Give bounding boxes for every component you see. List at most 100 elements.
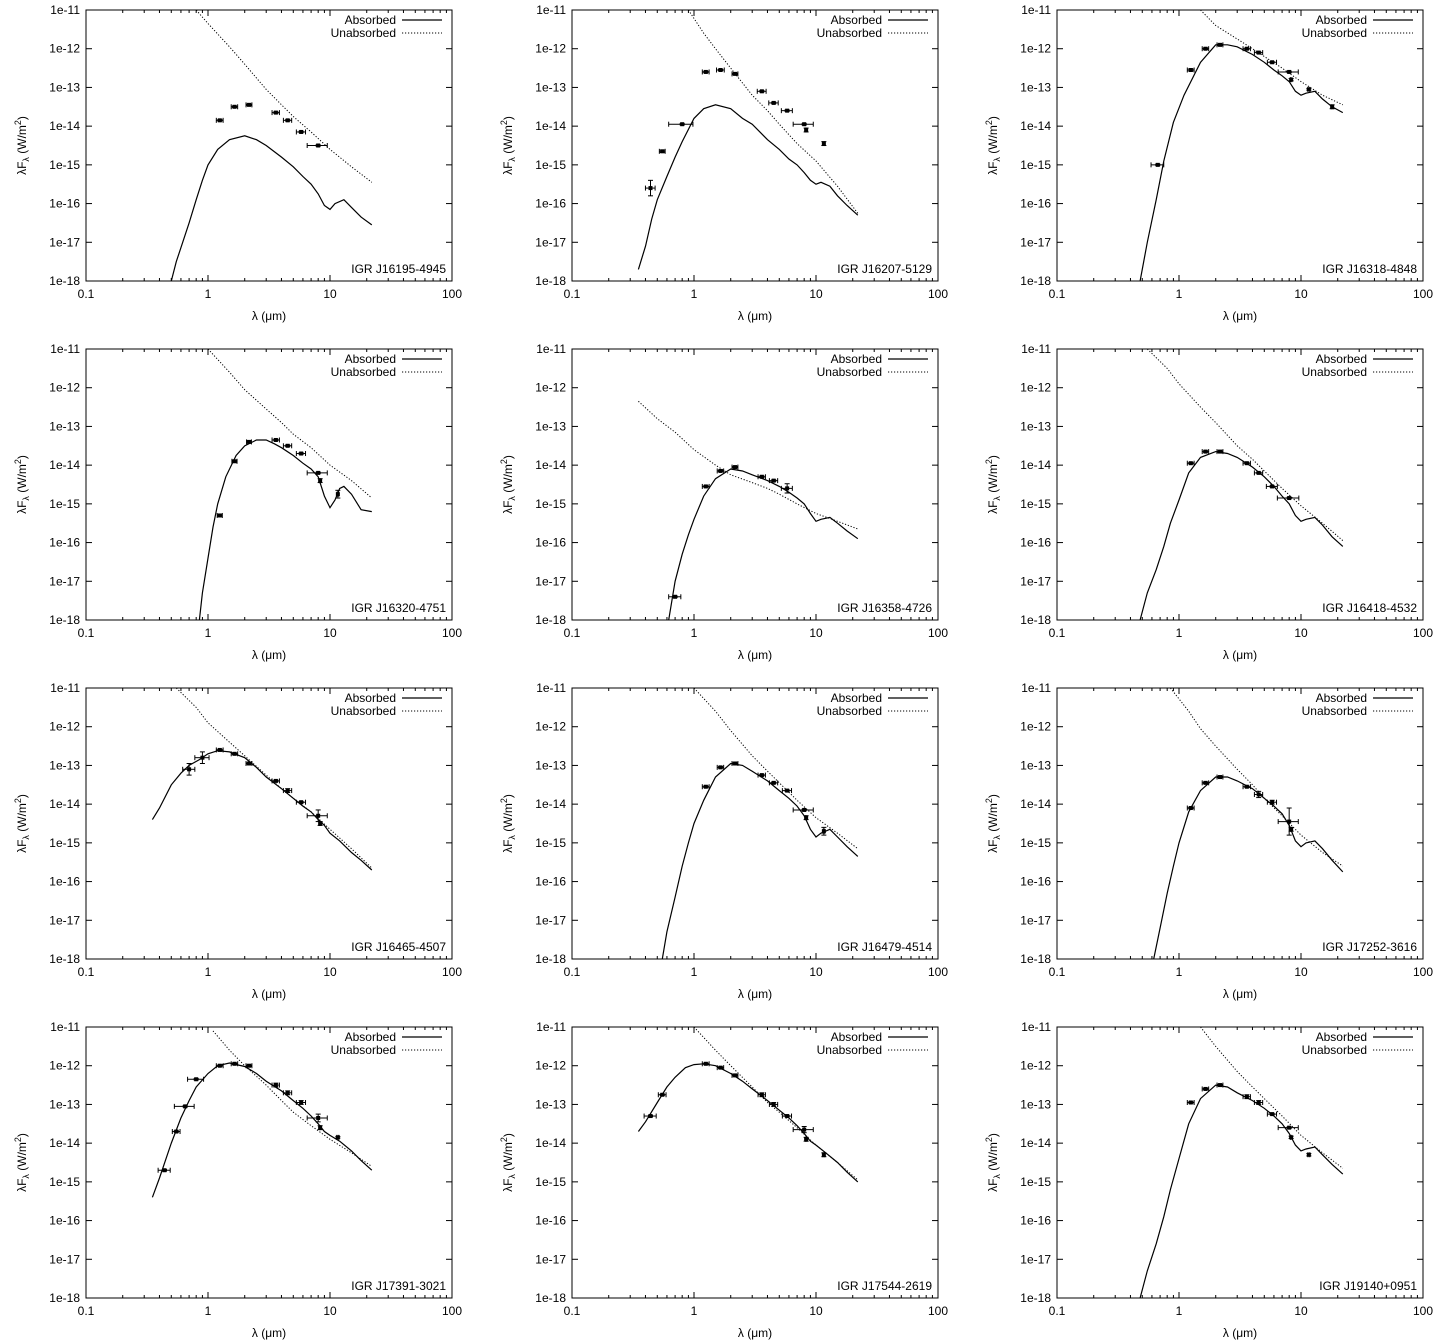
data-marker [785, 108, 790, 113]
x-tick-label: 10 [323, 626, 337, 640]
data-point [1265, 483, 1278, 489]
plot-frame [571, 1026, 939, 1299]
y-tick-label: 1e-16 [535, 197, 566, 211]
sed-panel: 0.1 1 10 100 1e-18 1e-17 1e-16 1e-15 1e-14 1e-13 1… [984, 3, 1433, 323]
x-tick-label: 100 [928, 1304, 948, 1318]
y-tick-label: 1e-14 [535, 1136, 566, 1150]
y-tick-label: 1e-14 [49, 458, 80, 472]
y-tick-label: 1e-14 [1020, 458, 1051, 472]
x-tick-label: 10 [323, 1304, 337, 1318]
data-marker [718, 468, 723, 473]
y-tick-label: 1e-12 [1020, 42, 1051, 56]
plot-frame [571, 9, 939, 282]
x-tick-label: 1 [691, 287, 698, 301]
data-point [731, 464, 739, 470]
plot-frame [1056, 1026, 1424, 1299]
data-point [194, 751, 210, 764]
data-marker [733, 465, 738, 470]
data-point [781, 1113, 793, 1119]
data-point [1253, 790, 1264, 799]
data-marker [1287, 1125, 1292, 1130]
plot-frame [571, 348, 939, 621]
data-point [731, 1072, 739, 1078]
data-point [803, 1136, 809, 1142]
data-marker [733, 1073, 738, 1078]
x-tick-label: 1 [1176, 1304, 1183, 1318]
data-marker [273, 778, 278, 783]
data-marker [1256, 1100, 1261, 1105]
legend-label: Unabsorbed [331, 26, 396, 40]
y-tick-label: 1e-15 [1020, 158, 1051, 172]
source-label: IGR J17252-3616 [1322, 940, 1417, 954]
legend-label: Absorbed [345, 1030, 396, 1044]
y-tick-label: 1e-14 [49, 1136, 80, 1150]
y-tick-label: 1e-18 [1020, 952, 1051, 966]
data-marker [1203, 780, 1208, 785]
y-tick-label: 1e-15 [49, 158, 80, 172]
x-tick-label: 1 [691, 1304, 698, 1318]
data-marker [1287, 819, 1292, 824]
data-marker [318, 821, 323, 826]
source-label: IGR J19140+0951 [1319, 1279, 1417, 1293]
data-point [231, 458, 238, 464]
data-point [1306, 1152, 1312, 1158]
x-tick-label: 100 [442, 626, 462, 640]
data-marker [703, 1061, 708, 1066]
y-tick-label: 1e-16 [1020, 1214, 1051, 1228]
x-axis-label: λ (μm) [1223, 987, 1257, 1001]
data-point [230, 104, 239, 110]
y-tick-label: 1e-12 [1020, 720, 1051, 734]
data-point [1277, 807, 1299, 836]
data-point [780, 483, 793, 494]
source-label: IGR J17391-3021 [351, 1279, 446, 1293]
y-tick-label: 1e-13 [1020, 1097, 1051, 1111]
x-tick-label: 10 [1294, 287, 1308, 301]
x-axis-label: λ (μm) [252, 1326, 286, 1340]
x-tick-label: 1 [205, 287, 212, 301]
y-tick-label: 1e-15 [1020, 1175, 1051, 1189]
x-tick-label: 1 [691, 965, 698, 979]
data-marker [821, 1152, 826, 1157]
y-tick-label: 1e-11 [536, 681, 566, 695]
y-tick-label: 1e-13 [535, 80, 566, 94]
sed-panel: 0.1 1 10 100 1e-18 1e-17 1e-16 1e-15 1e-14 1e-13 1… [13, 1020, 462, 1340]
y-tick-label: 1e-14 [1020, 119, 1051, 133]
y-tick-label: 1e-15 [535, 497, 566, 511]
legend-label: Absorbed [1316, 1030, 1367, 1044]
absorbed-curve [668, 468, 859, 620]
y-tick-label: 1e-13 [49, 419, 80, 433]
data-point [1201, 449, 1210, 455]
x-tick-label: 10 [1294, 965, 1308, 979]
y-axis-label: λFλ (W/m2) [13, 116, 31, 175]
x-tick-label: 0.1 [1049, 287, 1066, 301]
data-point [1266, 799, 1278, 805]
sed-panel: 0.1 1 10 100 1e-18 1e-17 1e-16 1e-15 1e-14 1e-13 1… [13, 342, 462, 662]
data-marker [785, 486, 790, 491]
data-marker [733, 71, 738, 76]
y-tick-label: 1e-15 [49, 836, 80, 850]
y-tick-label: 1e-14 [1020, 1136, 1051, 1150]
y-tick-label: 1e-17 [535, 1252, 566, 1266]
data-point [1253, 470, 1264, 476]
data-marker [759, 1092, 764, 1097]
data-marker [1244, 46, 1249, 51]
sed-panel: 0.1 1 10 100 1e-18 1e-17 1e-16 1e-15 1e-14 1e-13 1… [984, 681, 1433, 1001]
y-tick-label: 1e-15 [49, 497, 80, 511]
source-label: IGR J16195-4945 [351, 262, 446, 276]
unabsorbed-curve [212, 1030, 373, 1167]
absorbed-curve [198, 439, 372, 620]
data-marker [1188, 806, 1193, 811]
data-marker [648, 186, 653, 191]
y-tick-label: 1e-16 [49, 197, 80, 211]
x-tick-label: 100 [928, 626, 948, 640]
y-tick-label: 1e-12 [49, 720, 80, 734]
absorbed-curve [637, 104, 859, 270]
y-axis-label: λFλ (W/m2) [984, 794, 1002, 853]
data-point [757, 1092, 766, 1098]
data-marker [703, 69, 708, 74]
data-marker [1287, 69, 1292, 74]
sed-panel: 0.1 1 10 100 1e-18 1e-17 1e-16 1e-15 1e-14 1e-13 1… [13, 681, 462, 1001]
data-marker [804, 1137, 809, 1142]
x-tick-label: 10 [809, 626, 823, 640]
